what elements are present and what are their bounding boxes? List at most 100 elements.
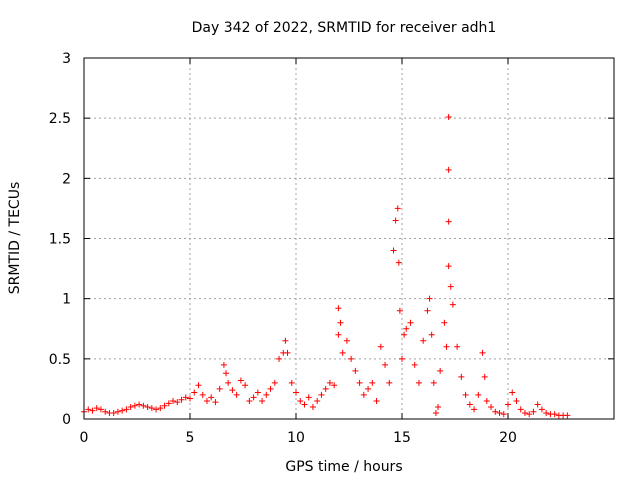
data-point: [335, 331, 342, 338]
data-point: [203, 397, 210, 404]
data-point: [377, 343, 384, 350]
data-point: [318, 391, 325, 398]
data-point: [428, 331, 435, 338]
data-point: [492, 408, 499, 415]
data-point: [301, 401, 308, 408]
data-point: [225, 379, 232, 386]
data-point: [148, 405, 155, 412]
data-point: [326, 379, 333, 386]
y-tick-label: 3: [62, 51, 71, 67]
data-point: [475, 391, 482, 398]
data-point: [390, 247, 397, 254]
data-point: [191, 389, 198, 396]
data-point: [424, 307, 431, 314]
data-point: [401, 331, 408, 338]
data-point: [386, 379, 393, 386]
data-point: [505, 401, 511, 408]
data-point: [445, 166, 452, 173]
data-point: [348, 355, 355, 362]
data-point: [337, 319, 344, 326]
data-point: [102, 408, 109, 415]
data-point: [526, 411, 533, 418]
x-tick-label: 5: [186, 430, 195, 446]
data-point: [93, 405, 100, 412]
data-point: [339, 349, 346, 356]
data-point: [441, 319, 448, 326]
axis-ticks: [83, 57, 614, 420]
data-point: [373, 397, 380, 404]
data-point: [237, 377, 244, 384]
data-point: [449, 301, 456, 308]
x-tick-label: 15: [393, 430, 411, 446]
data-point: [530, 408, 537, 415]
x-tick-label: 0: [80, 430, 89, 446]
data-point: [479, 349, 486, 356]
data-point: [395, 259, 402, 266]
data-point: [369, 379, 376, 386]
x-tick-label: 10: [287, 430, 305, 446]
data-point: [276, 355, 283, 362]
y-tick-label: 2: [62, 171, 71, 187]
data-point: [89, 407, 96, 414]
data-point: [140, 402, 147, 409]
data-point: [407, 319, 414, 326]
data-point: [534, 401, 541, 408]
y-tick-label: 0: [62, 412, 71, 428]
data-point: [365, 385, 372, 392]
data-point: [435, 403, 442, 410]
data-point: [85, 406, 92, 413]
data-point: [165, 400, 172, 407]
data-point: [259, 397, 266, 404]
data-point: [293, 389, 299, 396]
data-point: [432, 409, 439, 416]
data-point: [309, 403, 316, 410]
data-point: [110, 409, 117, 416]
data-points: [81, 113, 571, 419]
data-point: [322, 385, 329, 392]
chart-title: Day 342 of 2022, SRMTID for receiver adh…: [192, 20, 497, 36]
data-point: [267, 385, 274, 392]
data-point: [195, 382, 202, 389]
y-tick-label: 1: [62, 292, 71, 308]
data-point: [199, 391, 206, 398]
data-point: [144, 403, 151, 410]
data-point: [127, 403, 134, 410]
data-point: [246, 397, 253, 404]
data-point: [426, 295, 433, 302]
data-point: [443, 343, 450, 350]
data-point: [500, 411, 507, 418]
data-point: [538, 406, 545, 413]
data-point: [233, 391, 240, 398]
data-point: [356, 379, 363, 386]
data-point: [403, 325, 410, 332]
data-point: [123, 406, 130, 413]
data-point: [521, 409, 528, 416]
data-point: [271, 379, 278, 386]
x-axis-label: GPS time / hours: [285, 459, 402, 475]
x-tick-labels: 0 5 10 15 20: [80, 430, 517, 446]
data-point: [458, 373, 465, 380]
data-point: [415, 379, 422, 386]
data-point: [131, 402, 138, 409]
data-point: [178, 396, 185, 403]
data-point: [445, 113, 452, 120]
data-point: [564, 412, 571, 419]
y-axis-label: SRMTID / TECUs: [7, 182, 23, 295]
data-point: [157, 405, 164, 412]
data-point: [216, 385, 223, 392]
data-point: [447, 283, 454, 290]
data-point: [543, 409, 550, 416]
data-point: [170, 397, 177, 404]
data-point: [454, 343, 461, 350]
x-tick-label: 20: [499, 430, 517, 446]
data-point: [462, 391, 469, 398]
y-tick-label: 2.5: [49, 111, 71, 127]
data-point: [284, 349, 291, 356]
data-point: [314, 397, 321, 404]
data-point: [411, 361, 418, 368]
data-point: [114, 408, 121, 415]
data-point: [136, 401, 143, 408]
data-point: [483, 397, 490, 404]
